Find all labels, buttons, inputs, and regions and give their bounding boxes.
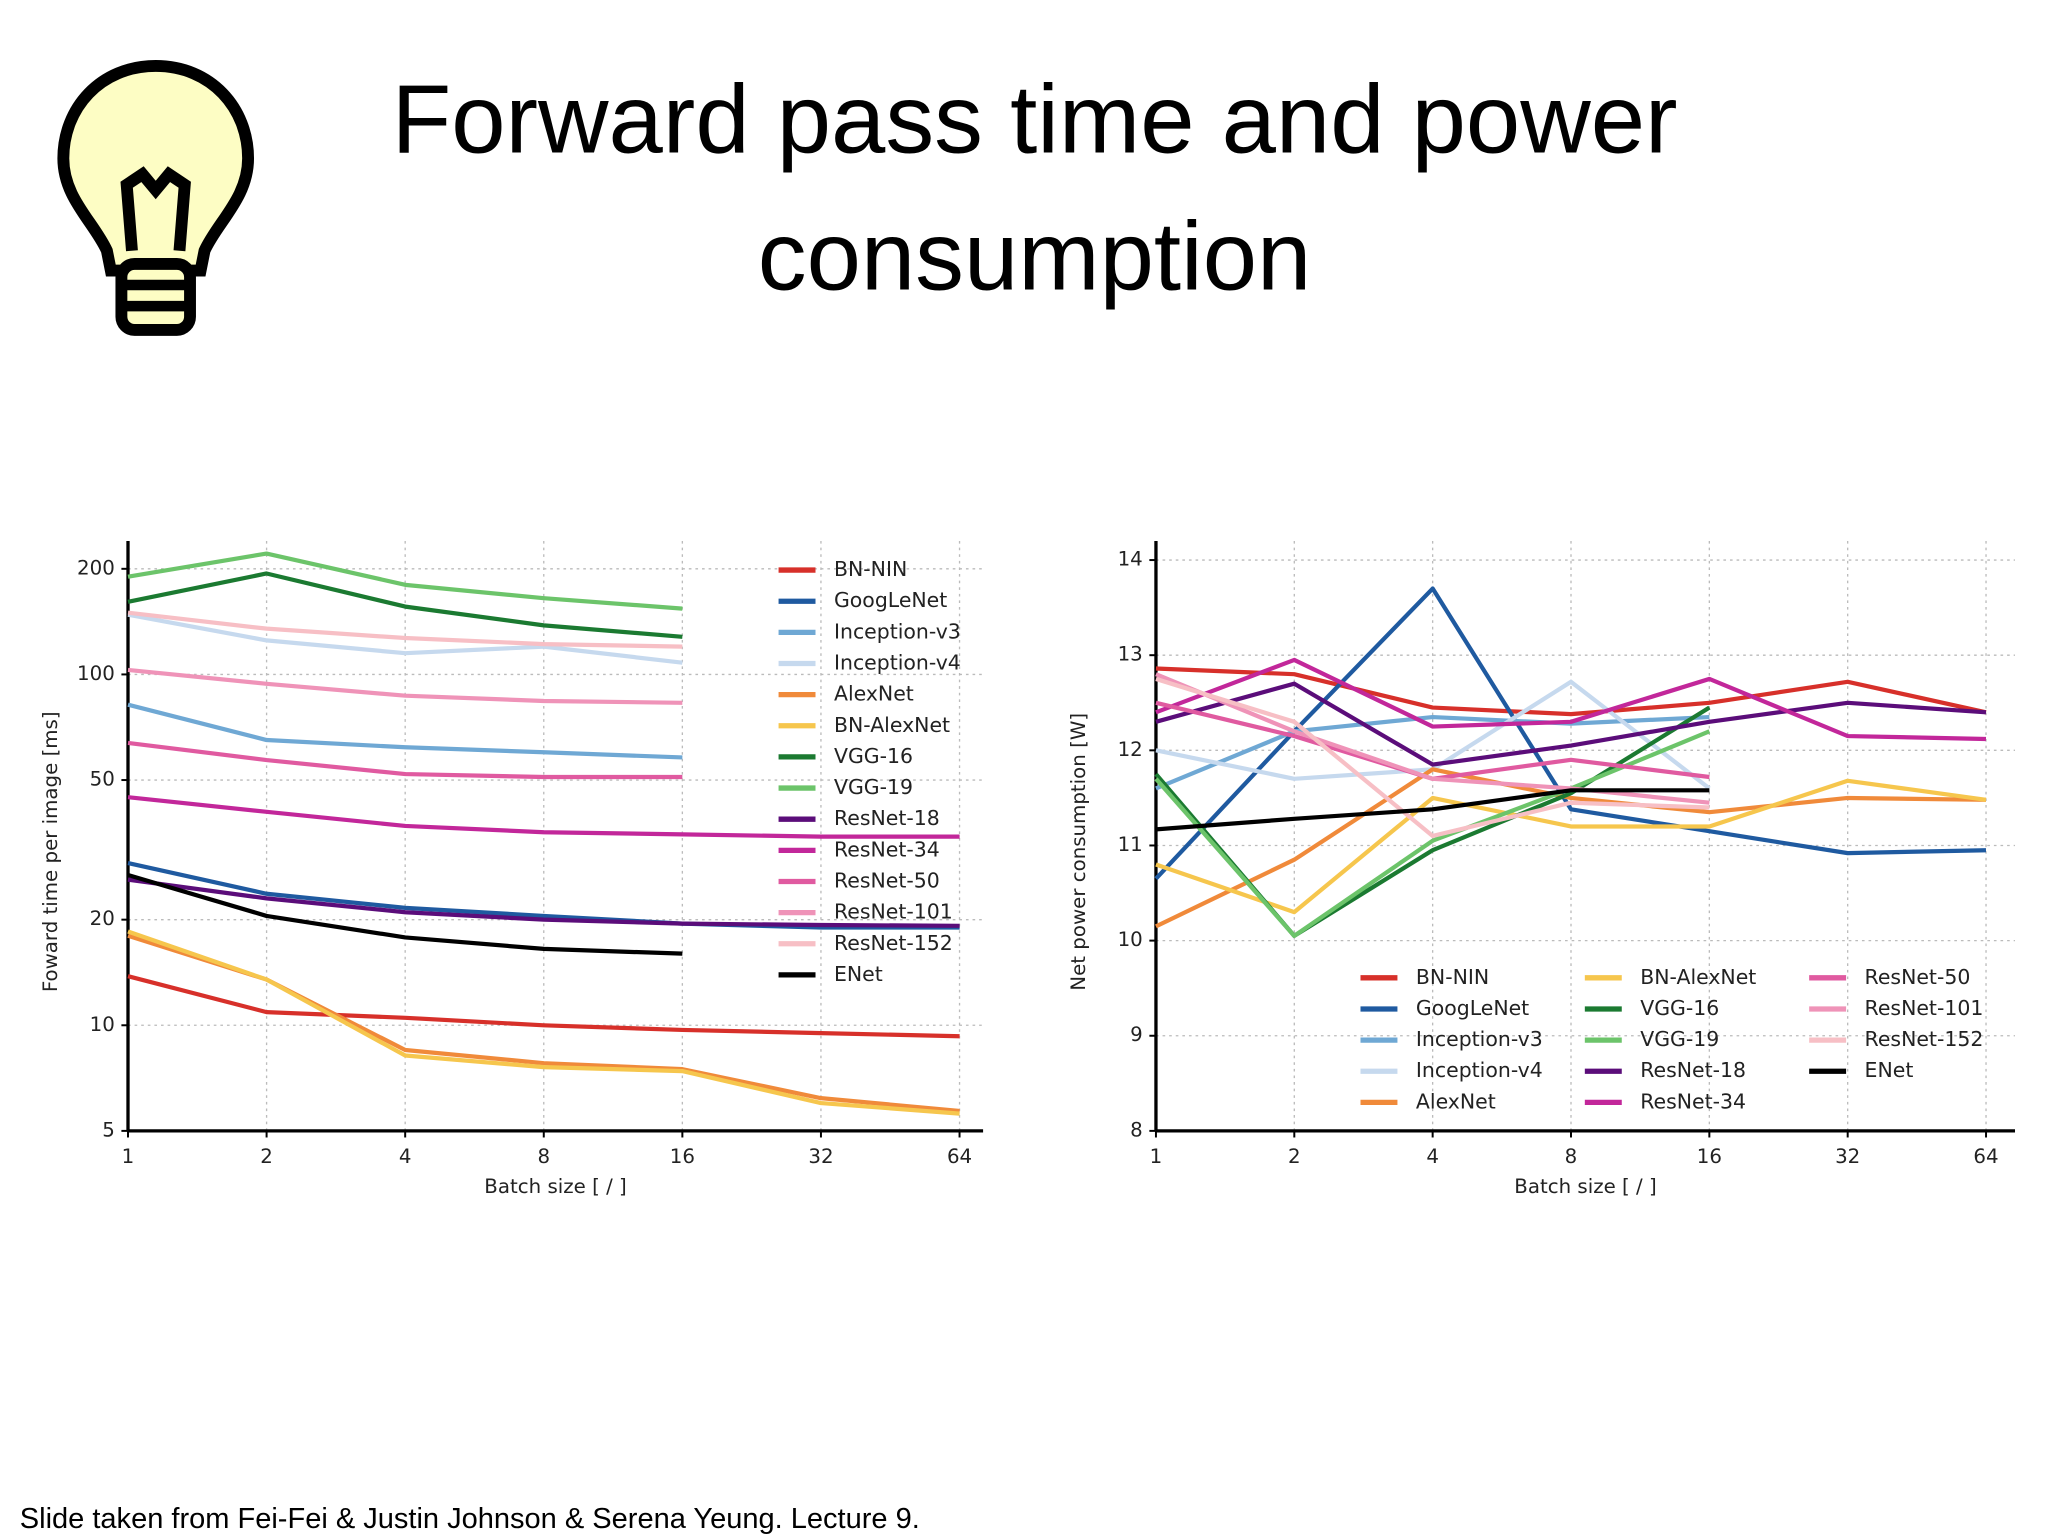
x-tick-label: 4 [1426,1145,1439,1168]
legend-label: BN-AlexNet [1640,965,1756,989]
data-line [127,795,960,839]
y-tick-label: 5 [102,1118,115,1141]
legend-label: ResNet-18 [1640,1058,1746,1082]
y-tick-label: 12 [1118,738,1143,761]
y-tick-label: 9 [1130,1023,1143,1046]
legend-label: Inception-v4 [834,650,961,674]
x-tick-label: 8 [537,1145,550,1168]
legend-label: AlexNet [834,682,914,706]
x-tick-label: 1 [1150,1145,1163,1168]
data-line [127,571,683,639]
legend-label: ResNet-101 [834,900,953,924]
legend-label: AlexNet [1416,1089,1496,1113]
legend-label: Inception-v3 [1416,1027,1543,1051]
legend-label: BN-AlexNet [834,713,950,737]
legend-label: ResNet-18 [834,806,940,830]
legend-label: GoogLeNet [834,588,947,612]
legend-label: ResNet-152 [1865,1027,1984,1051]
data-line [1155,666,1987,717]
legend-label: ResNet-101 [1865,996,1984,1020]
legend-label: VGG-16 [1640,996,1719,1020]
y-tick-label: 50 [90,768,115,791]
y-tick-label: 11 [1118,833,1143,856]
x-tick-label: 16 [1697,1145,1722,1168]
x-axis-label: Batch size [ / ] [1514,1175,1656,1198]
legend-label: ResNet-152 [834,931,953,955]
x-tick-label: 64 [1973,1145,1998,1168]
data-line [127,612,683,665]
x-tick-label: 16 [670,1145,695,1168]
data-line [127,872,683,956]
legend-label: VGG-16 [834,744,913,768]
data-line [1155,778,1987,915]
legend-label: ResNet-34 [834,837,940,861]
legend-label: BN-NIN [1416,965,1489,989]
data-line [127,551,683,611]
slide-title: Forward pass time and power [392,64,1678,173]
legend-label: GoogLeNet [1416,996,1529,1020]
data-line [1155,788,1710,832]
y-tick-label: 100 [77,662,115,685]
y-tick-label: 20 [90,907,115,930]
y-axis-label: Foward time per image [ms] [39,711,62,992]
y-tick-label: 10 [1118,928,1143,951]
legend-label: Inception-v3 [834,619,961,643]
data-line [1155,676,1710,839]
legend-label: BN-NIN [834,557,907,581]
data-line [1155,672,1710,805]
data-line [127,610,683,649]
data-line [1155,767,1987,929]
legend-label: ResNet-34 [1640,1089,1746,1113]
data-line [127,702,683,760]
x-tick-label: 2 [1288,1145,1301,1168]
footer: Slide taken from Fei-Fei & Justin Johnso… [20,1503,920,1535]
data-line [127,929,960,1116]
legend-label: ResNet-50 [1865,965,1971,989]
x-tick-label: 8 [1565,1145,1578,1168]
y-tick-label: 14 [1118,548,1143,571]
data-line [127,740,683,780]
legend-label: ENet [1865,1058,1914,1082]
y-tick-label: 8 [1130,1118,1143,1141]
data-line [127,667,683,705]
data-line [1155,714,1710,791]
data-line [1154,729,1711,938]
legend-label: VGG-19 [834,775,913,799]
lightbulb-icon [57,60,255,336]
legend-label: ENet [834,962,883,986]
data-line [1155,657,1987,742]
x-tick-label: 32 [808,1145,833,1168]
x-tick-label: 2 [260,1145,273,1168]
slide-title: consumption [758,202,1312,311]
legend-label: ResNet-50 [834,868,940,892]
legend-label: VGG-19 [1640,1027,1719,1051]
data-line [127,860,960,930]
data-line [127,877,960,928]
data-line [1155,681,1987,767]
y-axis-label: Net power consumption [W] [1067,713,1090,991]
y-tick-label: 200 [77,556,115,579]
x-tick-label: 64 [947,1145,972,1168]
legend-label: Inception-v4 [1416,1058,1543,1082]
x-axis-label: Batch size [ / ] [484,1175,626,1198]
x-tick-label: 1 [122,1145,135,1168]
data-line [127,974,960,1039]
x-tick-label: 4 [399,1145,412,1168]
x-tick-label: 32 [1835,1145,1860,1168]
y-tick-label: 13 [1118,643,1143,666]
y-tick-label: 10 [90,1013,115,1036]
